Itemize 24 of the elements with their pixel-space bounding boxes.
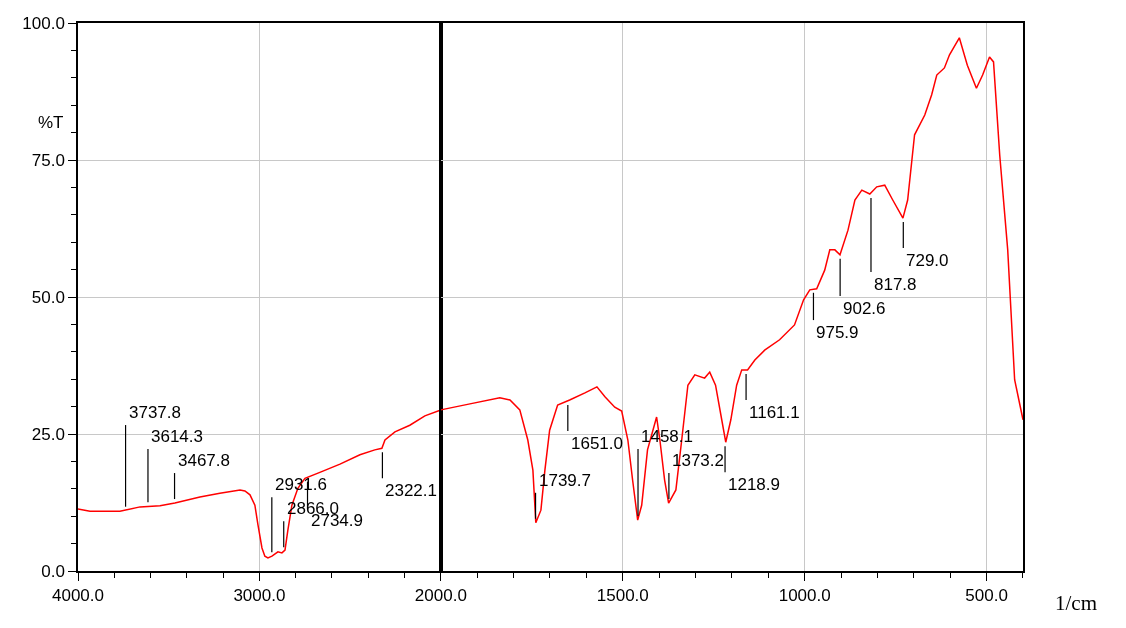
annotation: 817.8 xyxy=(874,275,917,294)
annotation: 3467.8 xyxy=(178,451,230,470)
y-tick-label: 75.0 xyxy=(31,150,65,170)
annotation: 902.6 xyxy=(843,299,886,318)
x-tick-label: 2000.0 xyxy=(414,586,467,606)
annotation: 729.0 xyxy=(906,251,949,270)
x-tick-label: 500.0 xyxy=(965,586,1008,606)
annotation: 1651.0 xyxy=(571,434,623,453)
y-tick-label: 100.0 xyxy=(22,13,65,33)
annotation: 2322.1 xyxy=(385,481,437,500)
annotation: 975.9 xyxy=(816,323,859,342)
annotation: 3614.3 xyxy=(151,427,203,446)
y-tick-label: 25.0 xyxy=(31,424,65,444)
x-tick-label: 3000.0 xyxy=(233,586,286,606)
annotation: 1161.1 xyxy=(749,403,800,422)
annotation: 3737.8 xyxy=(129,403,181,422)
annotation: 1218.9 xyxy=(728,475,780,494)
y-tick-label: 0.0 xyxy=(41,561,65,581)
y-axis-title: %T xyxy=(38,113,64,132)
x-tick-label: 4000.0 xyxy=(52,586,104,606)
x-tick-label: 1500.0 xyxy=(596,586,649,606)
y-tick-label: 50.0 xyxy=(31,287,65,307)
x-tick-label: 1000.0 xyxy=(778,586,831,606)
x-axis-title: 1/cm xyxy=(1055,591,1097,615)
